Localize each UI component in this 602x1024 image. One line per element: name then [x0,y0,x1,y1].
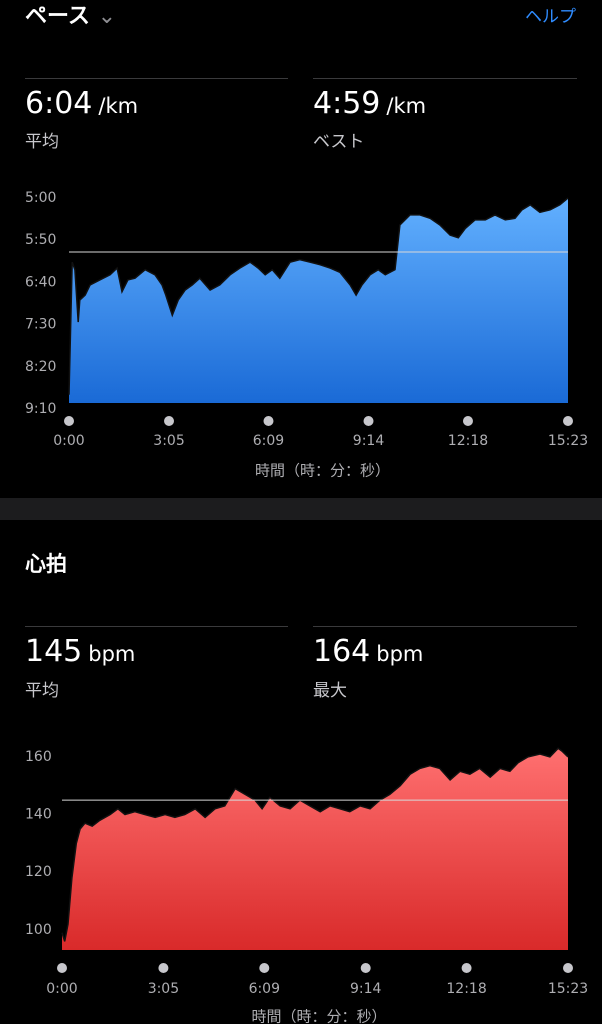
x-tick-dot [164,416,175,426]
area [69,198,568,403]
stat-unit: bpm [88,642,136,666]
area-edge [68,197,569,395]
x-tick-label: 0:00 [53,433,84,449]
x-tick-dot [64,416,74,426]
stat: 4:59/km [313,86,426,121]
x-tick-label: 12:18 [448,433,488,449]
area-edge [61,747,569,942]
x-tick-dot [461,963,472,973]
divider [313,78,577,79]
section-title[interactable]: ペース ⌄ [25,0,116,30]
section-gap [0,498,602,520]
title-text: ペース [25,4,90,29]
x-axis-label: 時間（時：分：秒） [255,462,390,480]
x-tick-label: 3:05 [153,433,184,449]
x-tick-label: 6:09 [249,981,280,997]
x-tick-dot [158,963,169,973]
y-tick-label: 100 [25,922,52,938]
y-tick-label: 5:50 [25,232,56,248]
help-link[interactable]: ヘルプ [525,7,576,27]
y-tick-label: 160 [25,749,52,765]
stat: 164 bpm [313,634,423,669]
x-tick-dot [259,963,270,973]
y-tick-label: 7:30 [25,317,56,333]
x-axis-label: 時間（時：分：秒） [251,1008,386,1024]
x-tick-label: 3:05 [148,981,179,997]
section-title: 心拍 [25,552,67,576]
divider [25,78,288,79]
stat-label: ベスト [313,132,365,152]
divider [25,626,288,627]
y-tick-label: 9:10 [25,401,56,417]
y-tick-label: 6:40 [25,274,56,290]
y-tick-label: 120 [25,864,52,880]
x-tick-dot [263,416,274,426]
y-tick-label: 140 [25,807,52,823]
stat-value: 145 [25,634,83,669]
stat-label: 平均 [25,681,59,701]
x-tick-label: 15:23 [548,981,588,997]
area [62,748,568,950]
y-tick-label: 5:00 [25,190,56,206]
stat-value: 6:04 [25,86,93,121]
stat-unit: bpm [376,642,424,666]
stat: 6:04/km [25,86,138,121]
chevron: ⌄ [97,4,117,29]
stat-value: 4:59 [313,86,381,121]
stat: 145 bpm [25,634,135,669]
x-tick-label: 12:18 [446,981,486,997]
x-tick-dot [57,963,67,973]
x-tick-label: 15:23 [548,433,588,449]
stat-label: 最大 [313,681,347,701]
x-tick-label: 9:14 [353,433,385,449]
y-tick-label: 8:20 [25,359,56,375]
x-tick-label: 0:00 [46,981,77,997]
x-tick-dot [563,963,573,973]
stat-value: 164 [313,634,371,669]
x-tick-label: 9:14 [350,981,382,997]
x-tick-dot [462,416,473,426]
x-tick-label: 6:09 [253,433,284,449]
x-tick-dot [363,416,374,426]
stat-label: 平均 [25,132,59,152]
x-tick-dot [360,963,371,973]
x-tick-dot [563,416,573,426]
stat-unit: /km [98,94,139,118]
stat-unit: /km [386,94,427,118]
divider [313,626,577,627]
